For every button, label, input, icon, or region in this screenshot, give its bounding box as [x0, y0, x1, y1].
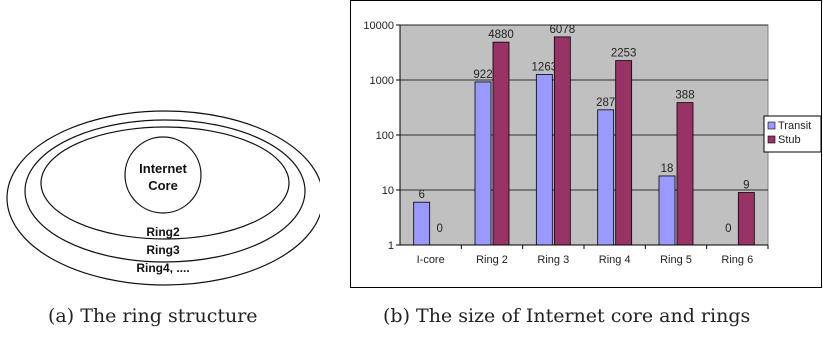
data-label: 388	[675, 90, 694, 102]
bars: 6 0 922 4880 1263 6078 287 2253 18 388 0 9	[413, 24, 755, 246]
ring-structure-diagram: Internet Core Ring2 Ring3 Ring4, ....	[6, 110, 320, 286]
x-tick-label: Ring 3	[537, 254, 569, 266]
data-label: 922	[473, 69, 492, 81]
bar-transit	[535, 74, 553, 246]
x-tick-label: Ring 5	[660, 254, 692, 266]
core-label-line1: Internet	[139, 161, 187, 176]
legend-label-stub: Stub	[778, 134, 801, 146]
bar-stub	[737, 192, 755, 246]
caption-a: (a) The ring structure	[48, 305, 258, 327]
bar-transit	[658, 175, 676, 246]
bar-transit	[597, 109, 615, 246]
data-label: 2253	[611, 48, 637, 60]
data-label: 0	[436, 223, 442, 235]
ring-label-2: Ring2	[146, 225, 180, 239]
inner-ring	[40, 126, 290, 240]
ring-label-4: Ring4, ....	[136, 261, 189, 275]
middle-ring	[24, 119, 306, 263]
bar-transit	[474, 81, 492, 246]
chart-legend: Transit Stub	[763, 115, 822, 153]
legend-swatch-transit	[767, 121, 776, 130]
y-tick-label: 100	[376, 130, 394, 142]
x-tick-label: Ring 2	[476, 254, 508, 266]
gridlines	[400, 24, 768, 191]
y-tick-label: 10	[382, 185, 394, 197]
legend-swatch-stub	[767, 135, 776, 144]
outer-ring	[6, 110, 320, 286]
x-tick-label: Ring 4	[599, 254, 631, 266]
bar-stub	[676, 102, 694, 246]
data-label: 9	[743, 180, 749, 192]
y-tick-label: 10000	[363, 20, 394, 32]
caption-b: (b) The size of Internet core and rings	[383, 305, 751, 327]
data-label: 6078	[550, 24, 576, 36]
bar-stub	[492, 41, 510, 246]
data-label: 4880	[488, 29, 514, 41]
data-label: 0	[725, 223, 731, 235]
bar-transit	[413, 201, 431, 246]
y-tick-label: 1000	[370, 75, 394, 87]
bar-stub	[553, 36, 571, 246]
y-tick-label: 1	[388, 240, 394, 252]
ring-label-3: Ring3	[146, 243, 180, 257]
x-tick-label: I-core	[417, 254, 445, 266]
axes: 1 10 100 1000 10000 I-core Ring 2 Ring 3 Ring 4 R…	[363, 20, 769, 266]
data-label: 287	[596, 97, 615, 109]
x-tick-label: Ring 6	[721, 254, 753, 266]
internet-core-circle	[124, 136, 202, 214]
data-label: 18	[661, 163, 674, 175]
data-label: 6	[418, 189, 424, 201]
bar-stub	[615, 60, 633, 246]
data-label: 1263	[532, 61, 558, 73]
legend-label-transit: Transit	[778, 120, 811, 132]
core-label-line2: Core	[148, 178, 178, 193]
core-rings-size-chart: 6 0 922 4880 1263 6078 287 2253 18 388 0 9 1 10 100 10…	[350, 0, 822, 288]
